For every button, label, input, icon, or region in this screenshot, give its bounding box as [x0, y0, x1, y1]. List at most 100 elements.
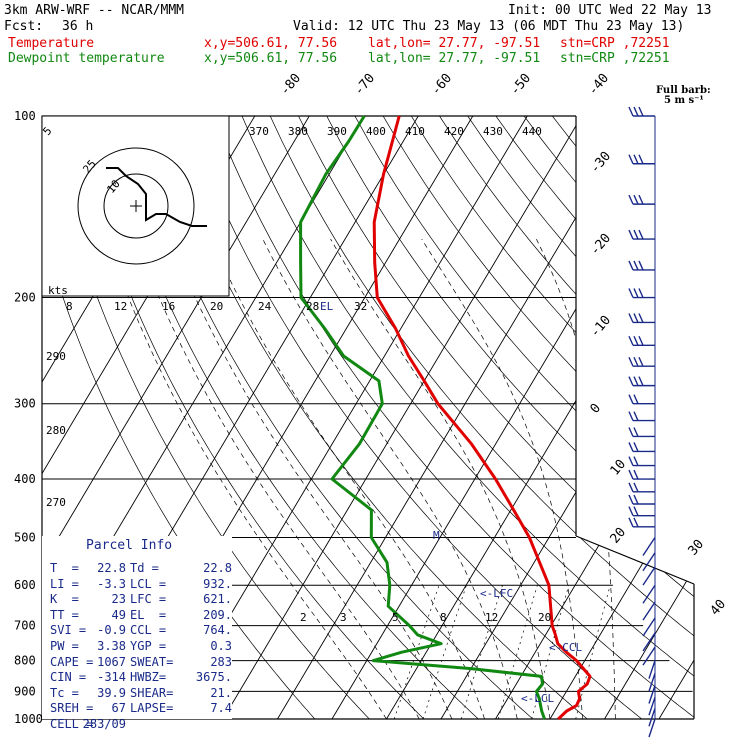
- dry-adiabat: [439, 116, 694, 719]
- wind-barb: [642, 646, 656, 666]
- barb-flag: [633, 494, 639, 505]
- dry-adiabat: [100, 116, 479, 719]
- dewpoint-legend: Dewpoint temperature: [8, 51, 165, 66]
- wind-barb: [628, 482, 655, 493]
- barb-flag: [628, 288, 634, 298]
- mixing-ratio-label: 20: [538, 611, 551, 624]
- dry-adiabat: [72, 116, 425, 719]
- pressure-label: 700: [14, 619, 36, 633]
- wind-barb: [628, 411, 655, 422]
- barb-shaft: [648, 708, 656, 727]
- barb-shaft: [642, 552, 656, 572]
- parcel-cell: 21.: [210, 685, 232, 700]
- parcel-cell: TT =: [50, 607, 79, 622]
- wind-barb: [628, 356, 655, 367]
- temperature-xy: x,y=506.61, 77.56: [204, 36, 338, 51]
- theta-label: 440: [522, 125, 542, 138]
- isotherm-label: -50: [508, 71, 535, 99]
- isotherm-line: [222, 116, 583, 719]
- hodo-speed-label: 16: [162, 300, 175, 313]
- hodo-speed-label: 8: [66, 300, 73, 313]
- barb-flag: [633, 260, 639, 271]
- pressure-label: 200: [14, 291, 36, 305]
- mixing-ratio-line: [422, 585, 467, 719]
- parcel-cell: CAPE =: [50, 654, 94, 669]
- barb-flag: [638, 194, 644, 205]
- parcel-cell: 22.8: [97, 561, 126, 575]
- pressure-label: 1000: [14, 712, 43, 726]
- parcel-cell: SHEAR=: [130, 685, 174, 700]
- parcel-cell: EL =: [130, 607, 167, 622]
- parcel-cell: CELL =: [50, 716, 94, 731]
- parcel-row: SREH = 67 LAPSE= 7.4: [50, 701, 232, 717]
- dry-adiabat: [552, 116, 694, 719]
- wind-barb: [648, 718, 656, 738]
- barb-shaft: [642, 646, 656, 666]
- wind-barb: [628, 469, 655, 480]
- barb-flag: [633, 288, 639, 298]
- barb-flag: [633, 482, 639, 493]
- barb-flag: [633, 229, 639, 240]
- wind-barb: [642, 632, 656, 652]
- barb-shaft: [642, 617, 656, 637]
- dry-adiabat: [382, 116, 694, 719]
- wind-barb: [628, 442, 655, 453]
- wind-barb: [648, 708, 656, 727]
- wind-barb: [642, 617, 656, 637]
- wind-barb: [628, 517, 655, 528]
- parcel-cell: 67: [111, 701, 126, 716]
- barb-flag: [633, 313, 639, 323]
- mixing-ratio-label: 2: [300, 611, 307, 624]
- parcel-cell: LI =: [50, 576, 79, 591]
- barb-shaft: [648, 660, 656, 679]
- parcel-row: SVI = -0.9 CCL = 764.: [50, 623, 232, 639]
- barb-flag: [628, 106, 634, 117]
- isotherm-label: 40: [708, 597, 730, 619]
- valid-time: Valid: 12 UTC Thu 23 May 13 (06 MDT Thu …: [293, 19, 685, 34]
- barb-flag: [633, 154, 639, 165]
- wind-barb: [648, 685, 656, 704]
- wind-barb: [642, 566, 656, 586]
- barb-flag: [638, 356, 644, 367]
- barb-flag: [628, 194, 634, 205]
- wind-barbs: [628, 106, 656, 738]
- isotherm-line: [604, 116, 694, 719]
- parcel-row: Tc = 39.9 SHEAR= 21.: [50, 686, 232, 702]
- hodo-speed-label: 32: [354, 300, 367, 313]
- parcel-cell: CIN =: [50, 670, 87, 685]
- dry-adiabat: [269, 116, 694, 719]
- barb-shaft: [648, 685, 656, 704]
- isotherm-label: -60: [429, 71, 456, 99]
- wind-barb: [628, 427, 655, 438]
- barb-shaft: [648, 718, 656, 738]
- barb-shaft: [642, 566, 656, 586]
- hodo-ring-inner: [103, 173, 169, 239]
- theta-label: 400: [366, 125, 386, 138]
- init-time: Init: 00 UTC Wed 22 May 13: [508, 3, 712, 18]
- parcel-row: LI = -3.3 LCL = 932.: [50, 577, 232, 593]
- parcel-cell: 1067: [97, 654, 126, 669]
- mixing-ratio-label: 12: [485, 611, 498, 624]
- parcel-cell: LAPSE=: [130, 701, 174, 716]
- isotherm-label: -10: [588, 313, 615, 341]
- parcel-cell: Tc =: [50, 685, 79, 700]
- parcel-cell: 764.: [203, 623, 232, 638]
- mixing-ratio-line: [460, 585, 503, 719]
- barb-flag: [628, 482, 634, 493]
- wind-barb: [648, 673, 656, 692]
- sounding-dewpoint-line: [299, 115, 546, 720]
- parcel-cell: CCL =: [130, 623, 167, 638]
- pressure-label: 500: [14, 530, 36, 544]
- isotherm-label: -20: [588, 231, 615, 259]
- barb-flag: [638, 313, 644, 323]
- wind-barb: [642, 552, 656, 572]
- dry-adiabat: [580, 116, 694, 719]
- wind-barb: [628, 494, 655, 505]
- wind-barb: [642, 584, 656, 604]
- parcel-cell: 621.: [203, 592, 232, 607]
- barb-flag: [638, 376, 644, 386]
- hodo-units: kts: [48, 284, 68, 297]
- barb-flag: [633, 506, 639, 516]
- theta-left-label: 290: [46, 350, 66, 363]
- barb-legend-title: Full barb:: [656, 85, 711, 96]
